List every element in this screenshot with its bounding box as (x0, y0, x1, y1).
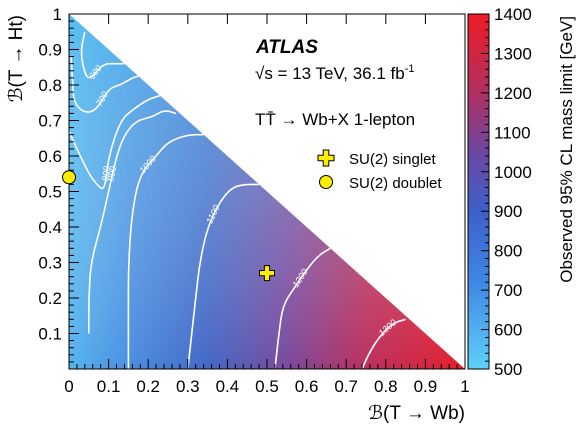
z-tick-label: 1000 (494, 163, 532, 182)
z-tick-label: 500 (494, 360, 522, 379)
legend-entry: SU(2) doublet (349, 175, 442, 192)
colorbar: 500 600 700 800 900 1000 1100 1200 1300 1400 (467, 5, 532, 379)
energy-label: √s = 13 TeV, 36.1 fb-1 (255, 63, 414, 83)
x-tick-label: 1 (460, 377, 469, 396)
contour-700 (70, 56, 139, 113)
contour-label-900: 900 (105, 165, 118, 182)
contour-1300 (361, 318, 406, 369)
x-tick-label: 0.1 (97, 377, 121, 396)
z-tick-label: 1100 (494, 123, 531, 142)
y-tick-label: 0.5 (38, 183, 62, 202)
x-tick-label: 0.2 (136, 377, 160, 396)
y-tick-label: 0.2 (38, 289, 62, 308)
z-tick-label: 800 (494, 242, 522, 261)
y-tick-label: 0.7 (38, 112, 62, 131)
contour-label-800: 800 (100, 166, 112, 182)
z-tick-label: 600 (494, 321, 522, 340)
legend-doublet-icon (319, 175, 333, 189)
legend: SU(2) singlet SU(2) doublet (317, 149, 442, 192)
legend-entry: SU(2) singlet (349, 151, 437, 168)
contour-1200 (274, 247, 331, 369)
contour-1000 (127, 133, 204, 369)
x-tick-label: 0.6 (295, 377, 319, 396)
marker-singlet (259, 265, 275, 282)
z-tick-label: 1200 (494, 84, 532, 103)
chart-title: ATLAS (255, 37, 318, 58)
process-label: TT̄ → Wb+X 1-lepton (255, 110, 415, 129)
legend-singlet-icon (317, 149, 335, 167)
x-tick-label: 0.8 (374, 377, 398, 396)
z-tick-label: 700 (494, 281, 522, 300)
x-tick-label: 0.4 (216, 377, 240, 396)
x-tick-label: 0.5 (255, 377, 279, 396)
energy-label-sup: -1 (405, 63, 415, 75)
y-axis-label: ℬ(T → Ht) (6, 15, 27, 102)
colorbar-gradient (467, 13, 490, 370)
y-tick-label: 0.6 (38, 147, 62, 166)
y-tick-label: 1 (53, 5, 62, 24)
x-axis-ticks: 0 0.1 0.2 0.3 0.4 0.5 0.6 0.7 0.8 0.9 1 (64, 14, 470, 396)
y-tick-label: 0.8 (38, 76, 62, 95)
colorbar-ticks: 500 600 700 800 900 1000 1100 1200 1300 1400 (481, 5, 532, 379)
z-tick-label: 1300 (494, 44, 532, 63)
y-tick-label: 0.9 (38, 41, 62, 60)
y-tick-label: 0.3 (38, 254, 62, 273)
x-axis-label: ℬ(T → Wb) (368, 403, 465, 424)
colorbar-label: Observed 95% CL mass limit [GeV] (557, 16, 576, 283)
x-tick-label: 0.7 (334, 377, 358, 396)
contour-lines (69, 31, 406, 369)
y-tick-label: 0.4 (38, 218, 62, 237)
x-tick-label: 0.9 (414, 377, 438, 396)
contour-600 (80, 31, 125, 79)
y-tick-label: 0.1 (38, 325, 62, 344)
x-tick-label: 0 (64, 377, 73, 396)
contour-800 (69, 94, 161, 190)
contour-1100 (187, 183, 260, 369)
x-tick-label: 0.3 (176, 377, 200, 396)
marker-doublet (62, 170, 76, 185)
contour-900 (87, 110, 177, 334)
z-tick-label: 900 (494, 202, 522, 221)
energy-label-main: √s = 13 TeV, 36.1 fb (255, 64, 405, 83)
z-tick-label: 1400 (494, 5, 532, 24)
benchmark-markers (62, 170, 275, 282)
y-axis-ticks: 0.1 0.2 0.3 0.4 0.5 0.6 0.7 0.8 0.9 1 (38, 5, 79, 370)
